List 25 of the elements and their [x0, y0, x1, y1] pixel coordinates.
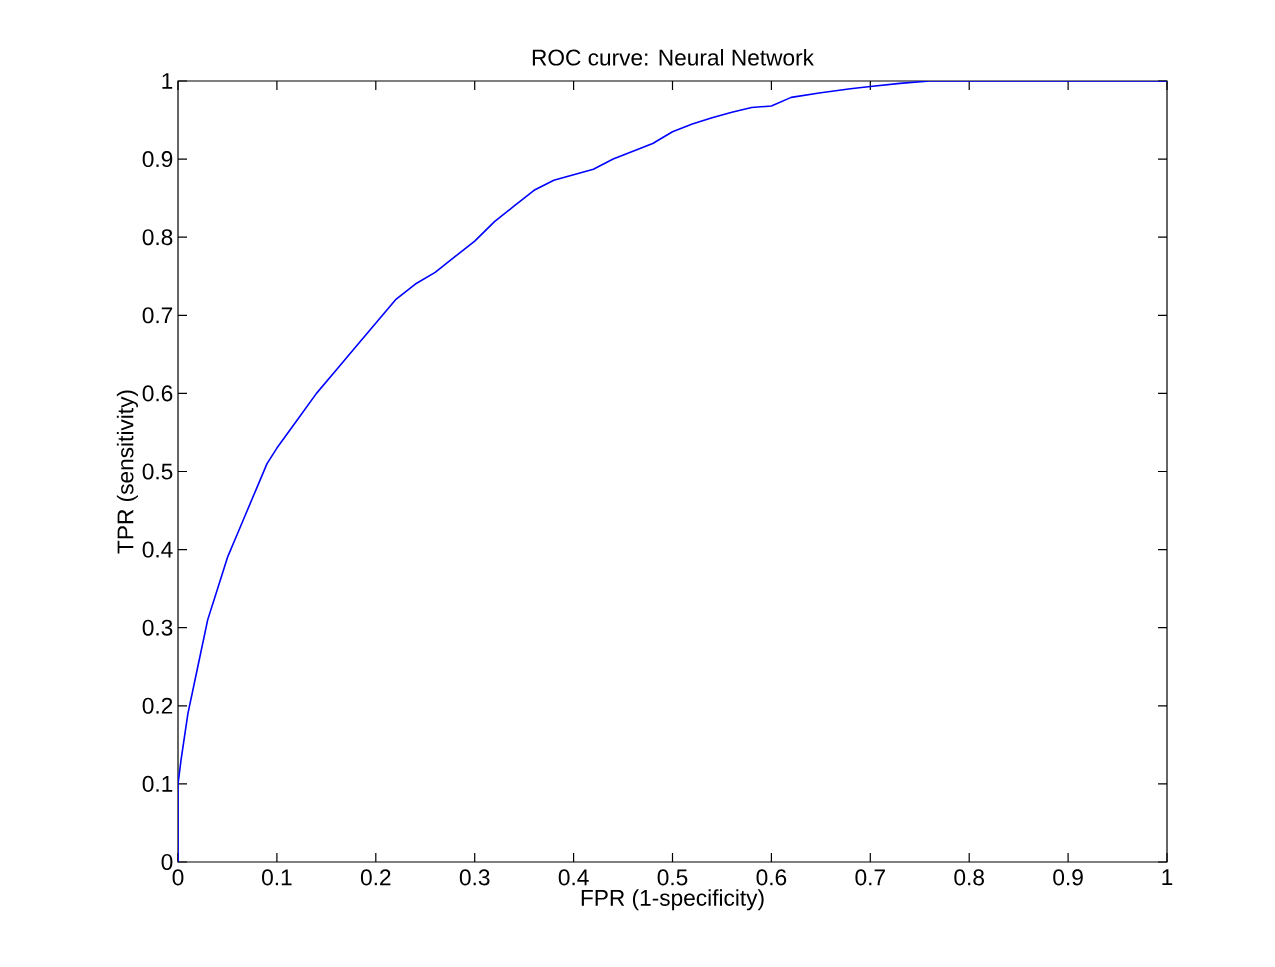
- y-tick-label: 0: [161, 853, 173, 871]
- x-tick-label: 0.7: [855, 869, 885, 886]
- x-tick-label: 0: [172, 869, 184, 886]
- x-tick-label: 0.6: [756, 869, 787, 886]
- y-tick-label: 0.4: [142, 541, 173, 558]
- x-tick-label: 1: [1162, 869, 1173, 885]
- chart-title: ROC curve: Neural Network: [532, 48, 814, 66]
- x-axis-title: FPR (1-specificity): [581, 889, 764, 911]
- x-tick-label: 0.2: [360, 869, 391, 886]
- y-tick-label: 0.8: [142, 229, 173, 246]
- y-tick-label: 0.7: [142, 307, 173, 324]
- x-tick-label: 0.5: [657, 869, 688, 886]
- y-tick-label: 0.2: [142, 697, 173, 714]
- x-tick-label: 0.1: [262, 869, 292, 886]
- y-tick-label: 0.6: [142, 385, 173, 402]
- y-tick-label: 0.9: [142, 151, 173, 168]
- y-tick-label: 0.1: [142, 775, 173, 792]
- x-tick-label: 0.9: [1053, 869, 1083, 886]
- y-tick-label: 0.3: [142, 619, 173, 636]
- x-tick-label: 0.3: [459, 869, 490, 886]
- x-tick-label: 0.8: [954, 869, 984, 886]
- x-tick-label: 0.4: [558, 869, 589, 886]
- y-tick-label: 0.5: [142, 463, 173, 480]
- y-axis-title: TPR (sensitivity): [116, 390, 138, 554]
- y-tick-label: 1: [162, 73, 173, 89]
